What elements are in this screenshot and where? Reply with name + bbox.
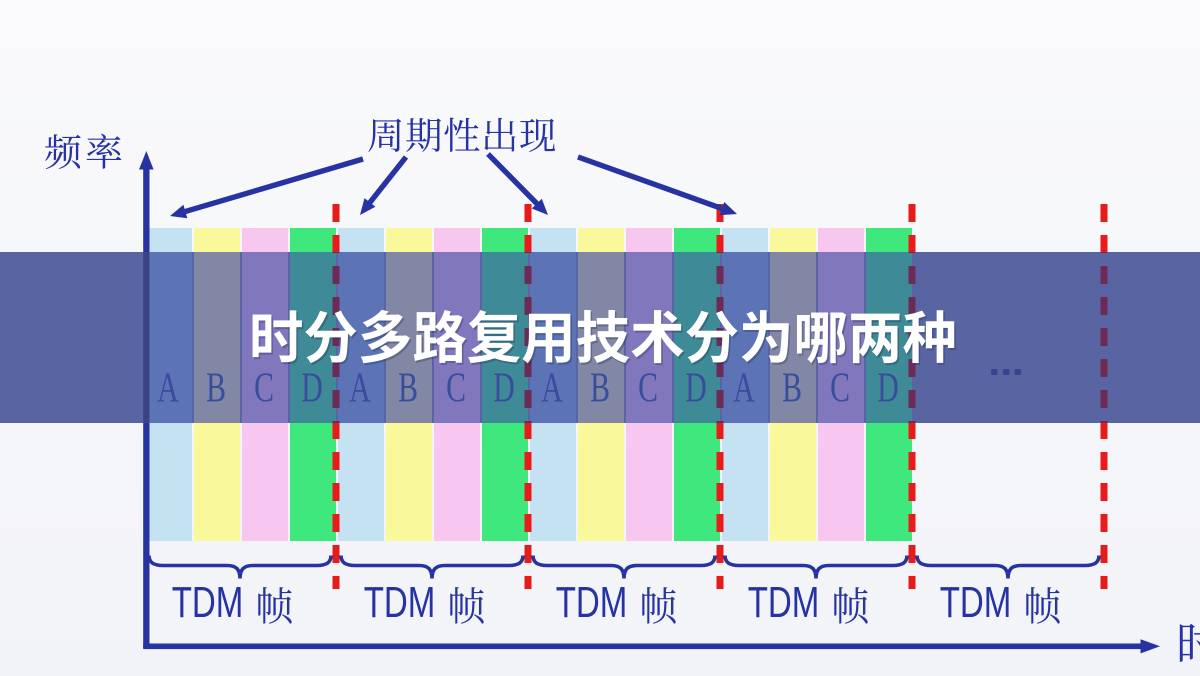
- svg-text:D: D: [877, 363, 898, 411]
- svg-text:B: B: [398, 363, 418, 411]
- svg-text:A: A: [349, 363, 371, 411]
- svg-text:C: C: [830, 363, 850, 411]
- svg-text:A: A: [733, 363, 755, 411]
- svg-text:TDM: TDM: [748, 579, 820, 627]
- svg-text:B: B: [782, 363, 802, 411]
- svg-text:C: C: [446, 363, 466, 411]
- svg-text:TDM: TDM: [556, 579, 628, 627]
- svg-text:TDM: TDM: [172, 579, 244, 627]
- svg-text:D: D: [685, 363, 706, 411]
- svg-text:TDM: TDM: [364, 579, 436, 627]
- svg-text:B: B: [206, 363, 226, 411]
- svg-text:D: D: [493, 363, 514, 411]
- svg-text:C: C: [638, 363, 658, 411]
- svg-text:A: A: [541, 363, 563, 411]
- svg-text:D: D: [301, 363, 322, 411]
- svg-text:B: B: [590, 363, 610, 411]
- svg-text:A: A: [157, 363, 179, 411]
- svg-text:C: C: [254, 363, 274, 411]
- svg-text:TDM: TDM: [940, 579, 1012, 627]
